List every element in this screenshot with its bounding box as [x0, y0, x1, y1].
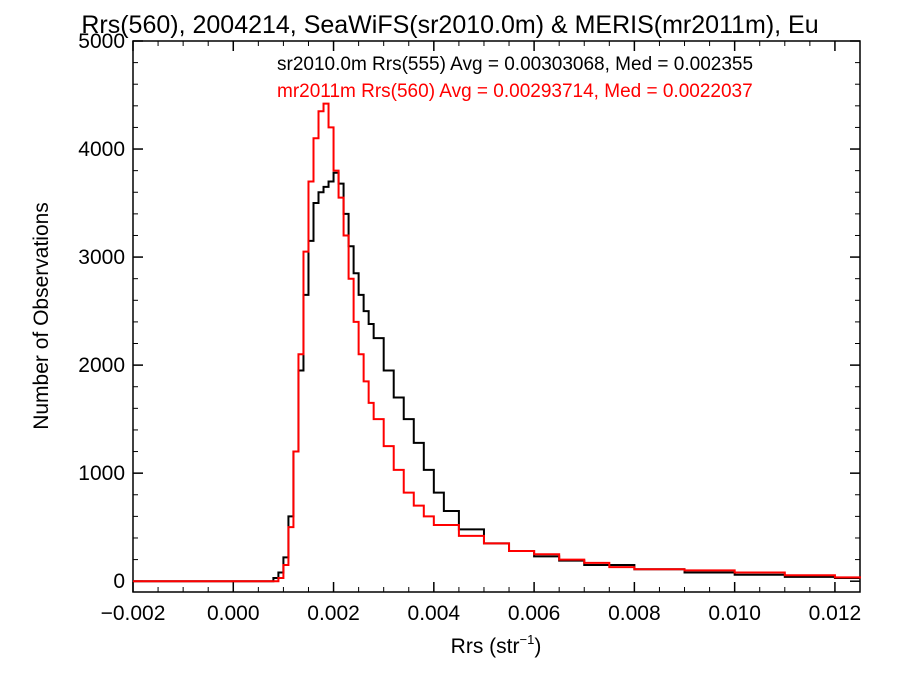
x-tick-label: −0.002 — [101, 602, 166, 625]
y-tick-label: 0 — [113, 570, 125, 593]
x-axis-label-sup: −1 — [520, 632, 535, 647]
x-axis-label: Rrs (str−1) — [451, 632, 542, 658]
legend-entry-mr2011: mr2011m Rrs(560) Avg = 0.00293714, Med =… — [277, 81, 753, 102]
legend-entry-sr2010: sr2010.0m Rrs(555) Avg = 0.00303068, Med… — [277, 54, 753, 75]
series-line-1 — [133, 102, 861, 583]
series-lines — [133, 102, 861, 583]
y-tick-label: 3000 — [78, 246, 125, 269]
x-tick-label: 0.002 — [307, 602, 360, 625]
x-tick-label: 0.012 — [809, 602, 862, 625]
chart-title: Rrs(560), 2004214, SeaWiFS(sr2010.0m) & … — [81, 11, 818, 39]
x-axis-label-close: ) — [534, 635, 541, 658]
series-line-0 — [133, 171, 861, 583]
x-tick-label: 0.004 — [408, 602, 461, 625]
x-tick-label: 0.000 — [207, 602, 260, 625]
y-axis-label: Number of Observations — [30, 202, 53, 430]
y-tick-label: 4000 — [78, 138, 125, 161]
y-tick-label: 1000 — [78, 462, 125, 485]
x-tick-label: 0.006 — [508, 602, 561, 625]
x-axis-label-main: Rrs (str — [451, 635, 520, 658]
y-tick-label: 2000 — [78, 354, 125, 377]
y-tick-label: 5000 — [78, 30, 125, 53]
y-axis: 0 1000 2000 3000 4000 5000 — [78, 30, 860, 593]
x-tick-label: 0.008 — [608, 602, 661, 625]
plot-frame — [132, 40, 861, 593]
x-axis: −0.002 0.000 0.002 0.004 0.006 0.008 0.010 0.01… — [101, 41, 862, 625]
x-tick-label: 0.010 — [708, 602, 761, 625]
